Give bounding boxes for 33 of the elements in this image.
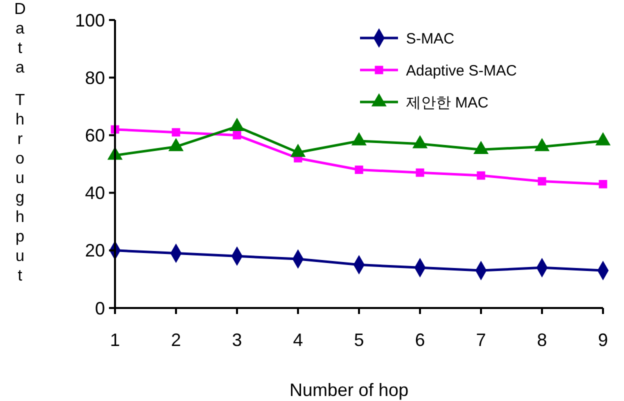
y-tick-label: 40 — [84, 183, 105, 204]
x-tick-label: 7 — [476, 330, 486, 350]
legend-label: 제안한 MAC — [406, 94, 489, 112]
y-tick-label: 80 — [84, 68, 105, 88]
y-tick-label: 20 — [84, 240, 105, 261]
y-tick-label: 60 — [84, 126, 105, 146]
x-tick-label: 4 — [292, 330, 304, 350]
point — [412, 135, 428, 148]
x-tick-label: 9 — [598, 330, 608, 350]
point — [416, 168, 424, 177]
point — [476, 171, 486, 180]
y-tick-label: 100 — [74, 10, 105, 30]
point — [290, 144, 306, 157]
point — [354, 166, 364, 174]
x-axis-title: Number of hop — [289, 380, 409, 400]
legend-label: S-MAC — [406, 30, 454, 48]
text: Data Throughput — [14, 1, 26, 284]
point — [168, 138, 184, 152]
y-tick-label: 0 — [94, 298, 105, 318]
point — [229, 118, 245, 131]
x-tick-label: 5 — [354, 330, 364, 350]
x-tick-label: 8 — [536, 330, 548, 350]
x-tick-label: 6 — [414, 330, 426, 350]
point — [595, 132, 611, 146]
x-tick-label: 3 — [232, 330, 242, 350]
point — [598, 180, 608, 188]
point — [473, 140, 489, 154]
point — [538, 177, 546, 186]
x-tick-label: 1 — [110, 330, 120, 350]
x-tick-label: 2 — [170, 330, 182, 350]
point — [351, 132, 367, 146]
point — [534, 138, 550, 152]
legend-label: Adaptive S-MAC — [406, 62, 518, 80]
